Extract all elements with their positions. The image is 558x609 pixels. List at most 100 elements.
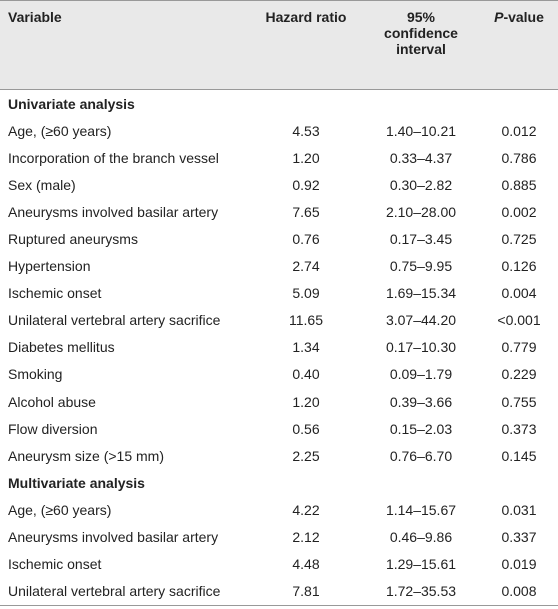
value-cell: 0.229 [501, 366, 537, 383]
value-cell: 7.81 [292, 583, 320, 600]
variable-cell: Incorporation of the branch vessel [8, 149, 219, 166]
value-cell: 0.40 [292, 366, 320, 383]
value-cell: 0.019 [501, 556, 537, 573]
value-cell: 1.29–15.61 [385, 556, 457, 573]
value-cell: 0.373 [501, 420, 537, 437]
value-cell: 0.46–9.86 [389, 529, 453, 546]
value-cell: 1.40–10.21 [385, 122, 457, 139]
section-title: Univariate analysis [8, 95, 135, 112]
data-row: Aneurysm size (>15 mm) 2.25 0.76–6.70 0.145 [0, 442, 558, 469]
section-row: Multivariate analysis [0, 469, 558, 496]
variable-cell: Hypertension [8, 258, 91, 275]
value-cell: 0.30–2.82 [389, 176, 453, 193]
value-cell: 1.20 [292, 393, 320, 410]
data-row: Sex (male) 0.92 0.30–2.82 0.885 [0, 171, 558, 198]
value-cell: 0.337 [501, 529, 537, 546]
header-cell: P-value [480, 0, 558, 90]
value-cell: 0.002 [501, 203, 537, 220]
header-row: Variable Hazard ratio 95% confidence int… [0, 0, 558, 90]
variable-cell: Alcohol abuse [8, 393, 96, 410]
value-cell: 0.17–10.30 [385, 339, 457, 356]
value-cell: 0.76 [292, 231, 320, 248]
value-cell: 4.53 [292, 122, 320, 139]
value-cell: 0.008 [501, 583, 537, 600]
value-cell: 0.39–3.66 [389, 393, 453, 410]
value-cell: 2.10–28.00 [385, 203, 457, 220]
variable-cell: Ischemic onset [8, 285, 102, 302]
value-cell: 3.07–44.20 [385, 312, 457, 329]
value-cell: 0.76–6.70 [389, 447, 453, 464]
value-cell: 0.885 [501, 176, 537, 193]
value-cell: 0.725 [501, 231, 537, 248]
variable-cell: Aneurysms involved basilar artery [8, 203, 219, 220]
data-row: Age, (≥60 years) 4.22 1.14–15.67 0.031 [0, 496, 558, 523]
variable-cell: Smoking [8, 366, 63, 383]
data-row: Incorporation of the branch vessel 1.20 0.… [0, 144, 558, 171]
data-row: Ruptured aneurysms 0.76 0.17–3.45 0.725 [0, 225, 558, 252]
data-row: Smoking 0.40 0.09–1.79 0.229 [0, 361, 558, 388]
table-header: Variable Hazard ratio 95% confidence int… [0, 0, 558, 90]
variable-cell: Age, (≥60 years) [8, 122, 112, 139]
variable-cell: Aneurysms involved basilar artery [8, 529, 219, 546]
variable-cell: Sex (male) [8, 176, 76, 193]
value-cell: 0.126 [501, 258, 537, 275]
data-row: Ischemic onset 4.48 1.29–15.61 0.019 [0, 551, 558, 578]
data-row: Flow diversion 0.56 0.15–2.03 0.373 [0, 415, 558, 442]
header-text: Hazard ratio [265, 9, 347, 25]
value-cell: 1.72–35.53 [385, 583, 457, 600]
variable-cell: Flow diversion [8, 420, 98, 437]
data-row: Aneurysms involved basilar artery 7.65 2.1… [0, 198, 558, 225]
header-text: P-value [494, 9, 544, 25]
value-cell: 1.69–15.34 [385, 285, 457, 302]
value-cell: 1.14–15.67 [385, 501, 457, 518]
header-cell: 95% confidence interval [362, 0, 480, 90]
value-cell: 1.20 [292, 149, 320, 166]
value-cell: 2.74 [292, 258, 320, 275]
data-row: Ischemic onset 5.09 1.69–15.34 0.004 [0, 280, 558, 307]
value-cell: 11.65 [289, 312, 323, 329]
variable-cell: Diabetes mellitus [8, 339, 115, 356]
value-cell: 4.48 [292, 556, 320, 573]
value-cell: 0.92 [292, 176, 320, 193]
value-cell: 0.012 [501, 122, 537, 139]
data-row: Unilateral vertebral artery sacrifice 7.8… [0, 578, 558, 606]
data-row: Unilateral vertebral artery sacrifice 11.… [0, 307, 558, 334]
data-row: Hypertension 2.74 0.75–9.95 0.126 [0, 253, 558, 280]
header-text: 95% confidence interval [384, 9, 458, 57]
value-cell: 2.12 [292, 529, 320, 546]
header-text: Variable [8, 9, 62, 25]
table-body: Univariate analysis Age, (≥60 years) 4.53 1… [0, 90, 558, 606]
value-cell: 0.779 [501, 339, 537, 356]
value-cell: 0.33–4.37 [389, 149, 453, 166]
data-row: Alcohol abuse 1.20 0.39–3.66 0.755 [0, 388, 558, 415]
variable-cell: Ischemic onset [8, 556, 102, 573]
variable-cell: Unilateral vertebral artery sacrifice [8, 312, 221, 329]
variable-cell: Aneurysm size (>15 mm) [8, 447, 164, 464]
header-cell: Variable [0, 0, 250, 90]
variable-cell: Unilateral vertebral artery sacrifice [8, 583, 221, 600]
value-cell: 0.031 [501, 501, 537, 518]
value-cell: 4.22 [292, 501, 320, 518]
value-cell: 0.56 [292, 420, 320, 437]
data-row: Aneurysms involved basilar artery 2.12 0.4… [0, 524, 558, 551]
value-cell: 0.17–3.45 [389, 231, 453, 248]
data-row: Age, (≥60 years) 4.53 1.40–10.21 0.012 [0, 117, 558, 144]
value-cell: 0.145 [501, 447, 537, 464]
value-cell: 0.786 [501, 149, 537, 166]
value-cell: 2.25 [292, 447, 320, 464]
variable-cell: Ruptured aneurysms [8, 231, 138, 248]
variable-cell: Age, (≥60 years) [8, 501, 112, 518]
value-cell: 0.15–2.03 [389, 420, 453, 437]
section-row: Univariate analysis [0, 90, 558, 118]
value-cell: <0.001 [497, 312, 541, 329]
value-cell: 1.34 [292, 339, 320, 356]
data-row: Diabetes mellitus 1.34 0.17–10.30 0.779 [0, 334, 558, 361]
value-cell: 0.09–1.79 [389, 366, 453, 383]
value-cell: 5.09 [292, 285, 320, 302]
value-cell: 0.755 [501, 393, 537, 410]
header-cell: Hazard ratio [250, 0, 362, 90]
value-cell: 0.004 [501, 285, 537, 302]
value-cell: 7.65 [292, 203, 320, 220]
